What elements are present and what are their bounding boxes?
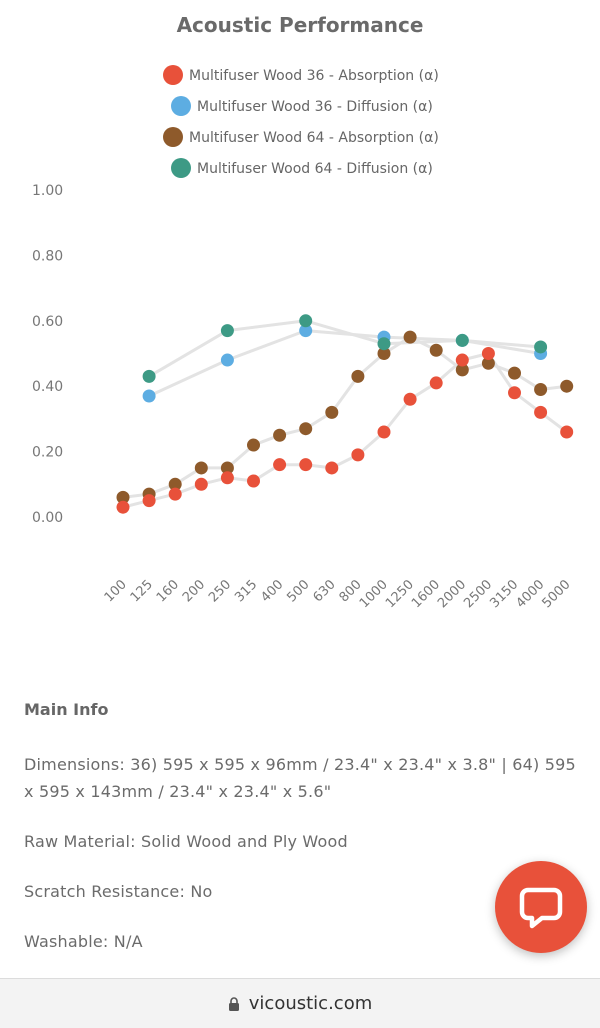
data-point-s0-9 [351, 448, 365, 462]
series-line-3 [148, 319, 541, 378]
chart-legend: Multifuser Wood 36 - Absorption (α) Multi… [163, 65, 439, 178]
legend-label-1: Multifuser Wood 36 - Diffusion (α) [197, 99, 433, 115]
legend-marker-0 [163, 65, 183, 85]
data-point-s2-5 [247, 438, 260, 452]
data-point-s0-15 [508, 386, 521, 400]
data-point-s3-4 [220, 324, 234, 338]
data-point-s2-15 [508, 366, 521, 380]
y-axis: 1.00 0.80 0.60 0.40 0.20 0.00 [32, 183, 63, 526]
legend-marker-1 [171, 96, 191, 116]
data-point-s0-7 [299, 458, 313, 472]
main-info-title: Main Info [24, 700, 109, 719]
legend-label-2: Multifuser Wood 64 - Absorption (α) [189, 130, 439, 146]
data-point-s0-11 [403, 392, 417, 406]
legend-marker-3 [171, 158, 191, 178]
x-tick-label: 500 [284, 577, 312, 605]
data-point-s2-14 [481, 356, 495, 370]
info-scratch-resistance: Scratch Resistance: No [24, 882, 213, 901]
x-tick-label: 1000 [357, 577, 391, 611]
y-tick-label: 0.40 [32, 379, 63, 395]
x-tick-label: 250 [206, 577, 234, 605]
data-point-s0-16 [534, 405, 548, 419]
y-tick-label: 0.80 [32, 248, 63, 264]
data-point-s3-10 [377, 337, 391, 351]
x-tick-label: 630 [310, 577, 338, 605]
data-point-s1-1 [142, 389, 156, 403]
x-axis: 1001251602002503154005006308001000125016… [102, 577, 574, 611]
data-point-s0-0 [116, 500, 130, 514]
data-point-s3-13 [455, 333, 469, 347]
data-point-s3-7 [299, 314, 313, 328]
data-point-s0-1 [142, 494, 156, 508]
data-point-s2-11 [403, 330, 417, 344]
x-tick-label: 2000 [435, 577, 469, 611]
x-tick-label: 2500 [461, 577, 495, 611]
data-point-s2-7 [299, 422, 313, 436]
lock-icon [228, 996, 239, 1011]
x-tick-label: 125 [128, 577, 156, 605]
x-tick-label: 5000 [540, 577, 574, 611]
data-point-s2-6 [273, 428, 287, 442]
data-point-s2-0 [116, 490, 130, 504]
y-tick-label: 1.00 [32, 183, 63, 199]
data-point-s2-13 [455, 363, 469, 377]
info-raw-material: Raw Material: Solid Wood and Ply Wood [24, 832, 348, 851]
x-tick-label: 4000 [513, 577, 547, 611]
series-lines [122, 319, 568, 509]
info-washable: Washable: N/A [24, 932, 143, 951]
y-tick-label: 0.60 [32, 314, 63, 330]
data-point-s2-8 [325, 405, 339, 419]
data-point-s0-5 [247, 474, 260, 488]
x-tick-label: 100 [102, 577, 130, 605]
x-tick-label: 160 [154, 577, 182, 605]
data-point-s0-12 [429, 376, 443, 390]
data-point-s2-2 [168, 477, 182, 491]
data-point-s2-17 [560, 379, 574, 393]
data-point-s0-4 [220, 471, 234, 485]
browser-url-bar[interactable]: vicoustic.com [0, 978, 600, 1028]
data-point-s0-2 [168, 487, 182, 501]
x-tick-label: 1250 [383, 577, 417, 611]
url-text: vicoustic.com [248, 993, 373, 1014]
series-points [116, 314, 574, 514]
data-point-s2-4 [220, 461, 234, 475]
data-point-s0-6 [273, 458, 287, 472]
x-tick-label: 315 [232, 577, 260, 605]
x-tick-label: 3150 [487, 577, 521, 611]
data-point-s0-17 [560, 425, 574, 439]
acoustic-performance-chart: Acoustic Performance Multifuser Wood 36 … [32, 13, 574, 611]
x-tick-label: 1600 [409, 577, 443, 611]
data-point-s2-12 [429, 343, 443, 357]
data-point-s0-13 [455, 353, 469, 367]
data-point-s1-4 [220, 353, 234, 367]
data-point-s0-3 [194, 477, 208, 491]
x-tick-label: 400 [258, 577, 286, 605]
data-point-s3-16 [534, 340, 548, 354]
x-tick-label: 200 [180, 577, 208, 605]
data-point-s2-10 [377, 347, 391, 360]
legend-marker-2 [163, 127, 183, 147]
data-point-s0-8 [325, 461, 339, 475]
main-info-section: Main Info Dimensions: 36) 595 x 595 x 96… [24, 700, 584, 978]
data-point-s2-16 [534, 382, 548, 396]
data-point-s2-3 [194, 461, 208, 475]
data-point-s0-10 [377, 425, 391, 439]
legend-label-3: Multifuser Wood 64 - Diffusion (α) [197, 161, 433, 177]
series-line-2 [122, 335, 567, 499]
chart-title: Acoustic Performance [177, 13, 424, 37]
chat-bubble-icon [519, 887, 563, 929]
data-point-s1-7 [299, 324, 313, 338]
y-tick-label: 0.00 [32, 510, 63, 526]
data-point-s3-1 [142, 369, 156, 383]
data-point-s2-9 [351, 369, 365, 383]
legend-label-0: Multifuser Wood 36 - Absorption (α) [189, 68, 439, 84]
info-dimensions: Dimensions: 36) 595 x 595 x 96mm / 23.4"… [24, 755, 576, 801]
data-point-s0-14 [481, 347, 495, 360]
y-tick-label: 0.20 [32, 445, 63, 461]
chat-button[interactable] [495, 861, 587, 953]
